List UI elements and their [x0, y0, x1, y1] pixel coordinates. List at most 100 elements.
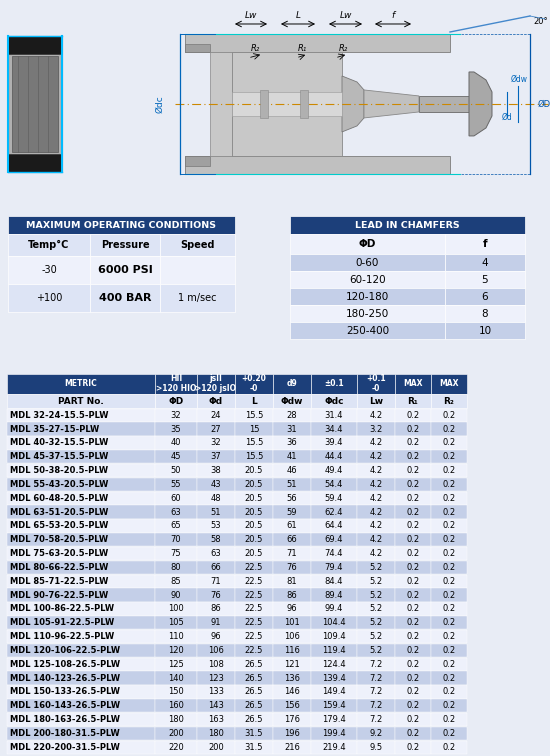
FancyBboxPatch shape — [7, 374, 155, 394]
Bar — [300, 90, 308, 118]
Text: 49.4: 49.4 — [325, 466, 343, 475]
FancyBboxPatch shape — [395, 506, 431, 519]
Text: 163: 163 — [208, 715, 224, 724]
FancyBboxPatch shape — [395, 409, 431, 422]
FancyBboxPatch shape — [358, 588, 395, 602]
Text: 7.2: 7.2 — [370, 674, 383, 683]
FancyBboxPatch shape — [155, 519, 197, 532]
FancyBboxPatch shape — [446, 305, 525, 322]
FancyBboxPatch shape — [395, 533, 431, 547]
Text: 91: 91 — [211, 618, 221, 627]
FancyBboxPatch shape — [197, 575, 235, 588]
Text: MDL 90-76-22.5-PLW: MDL 90-76-22.5-PLW — [10, 590, 108, 600]
Text: 0.2: 0.2 — [442, 715, 455, 724]
Text: 20°: 20° — [533, 17, 548, 26]
FancyBboxPatch shape — [431, 658, 467, 671]
FancyBboxPatch shape — [7, 685, 155, 699]
Text: 4.2: 4.2 — [370, 480, 383, 489]
FancyBboxPatch shape — [431, 506, 467, 519]
Text: 4.2: 4.2 — [370, 549, 383, 558]
FancyBboxPatch shape — [273, 575, 311, 588]
Text: 4.2: 4.2 — [370, 466, 383, 475]
FancyBboxPatch shape — [431, 616, 467, 630]
Text: 24: 24 — [211, 411, 221, 420]
Text: 180-250: 180-250 — [346, 308, 389, 319]
Text: 159.4: 159.4 — [322, 702, 346, 711]
Text: 4.2: 4.2 — [370, 494, 383, 503]
FancyBboxPatch shape — [311, 409, 357, 422]
FancyBboxPatch shape — [197, 671, 235, 685]
Text: 5.2: 5.2 — [370, 632, 383, 641]
Text: 53: 53 — [211, 522, 221, 531]
Text: 0.2: 0.2 — [442, 742, 455, 751]
FancyBboxPatch shape — [273, 547, 311, 560]
FancyBboxPatch shape — [235, 450, 273, 463]
FancyBboxPatch shape — [311, 616, 357, 630]
FancyBboxPatch shape — [235, 464, 273, 477]
FancyBboxPatch shape — [197, 603, 235, 615]
FancyBboxPatch shape — [235, 409, 273, 422]
Text: 120: 120 — [168, 646, 184, 655]
FancyBboxPatch shape — [431, 685, 467, 699]
Text: R₂: R₂ — [338, 44, 348, 53]
FancyBboxPatch shape — [358, 519, 395, 532]
Text: 54.4: 54.4 — [325, 480, 343, 489]
Text: 179.4: 179.4 — [322, 715, 346, 724]
FancyBboxPatch shape — [311, 671, 357, 685]
Text: 216: 216 — [284, 742, 300, 751]
Text: 0.2: 0.2 — [442, 452, 455, 461]
FancyBboxPatch shape — [273, 658, 311, 671]
Text: MDL 150-133-26.5-PLW: MDL 150-133-26.5-PLW — [10, 687, 120, 696]
Polygon shape — [364, 90, 419, 118]
FancyBboxPatch shape — [273, 727, 311, 740]
FancyBboxPatch shape — [235, 533, 273, 547]
FancyBboxPatch shape — [290, 271, 445, 288]
FancyBboxPatch shape — [431, 644, 467, 657]
FancyBboxPatch shape — [311, 374, 357, 394]
Text: 125: 125 — [168, 660, 184, 669]
Text: 6000 PSI: 6000 PSI — [98, 265, 152, 275]
Bar — [185, 34, 450, 52]
Text: ±0.1: ±0.1 — [324, 380, 344, 389]
FancyBboxPatch shape — [160, 284, 235, 312]
Text: 0.2: 0.2 — [406, 535, 420, 544]
Bar — [232, 52, 342, 156]
FancyBboxPatch shape — [155, 491, 197, 505]
Text: 1 m/sec: 1 m/sec — [178, 293, 217, 303]
FancyBboxPatch shape — [8, 284, 90, 312]
FancyBboxPatch shape — [7, 436, 155, 450]
FancyBboxPatch shape — [155, 506, 197, 519]
FancyBboxPatch shape — [290, 255, 445, 271]
Text: 63: 63 — [170, 507, 182, 516]
Text: 38: 38 — [211, 466, 221, 475]
Text: 123: 123 — [208, 674, 224, 683]
FancyBboxPatch shape — [155, 478, 197, 491]
Text: 180: 180 — [208, 729, 224, 738]
FancyBboxPatch shape — [155, 374, 197, 394]
FancyBboxPatch shape — [273, 630, 311, 643]
FancyBboxPatch shape — [160, 256, 235, 284]
FancyBboxPatch shape — [197, 699, 235, 712]
FancyBboxPatch shape — [311, 394, 357, 408]
FancyBboxPatch shape — [197, 394, 235, 408]
FancyBboxPatch shape — [155, 575, 197, 588]
Text: 39.4: 39.4 — [324, 438, 343, 448]
FancyBboxPatch shape — [235, 685, 273, 699]
FancyBboxPatch shape — [273, 506, 311, 519]
FancyBboxPatch shape — [431, 436, 467, 450]
Text: 4.2: 4.2 — [370, 507, 383, 516]
Text: 0.2: 0.2 — [442, 577, 455, 586]
Text: 56: 56 — [287, 494, 298, 503]
FancyBboxPatch shape — [155, 644, 197, 657]
Text: 4.2: 4.2 — [370, 452, 383, 461]
Text: 101: 101 — [284, 618, 300, 627]
FancyBboxPatch shape — [358, 423, 395, 435]
Text: 89.4: 89.4 — [324, 590, 343, 600]
Text: 0.2: 0.2 — [406, 563, 420, 572]
FancyBboxPatch shape — [311, 423, 357, 435]
Text: Φdw: Φdw — [280, 397, 303, 405]
FancyBboxPatch shape — [155, 671, 197, 685]
Text: MDL 65-53-20.5-PLW: MDL 65-53-20.5-PLW — [10, 522, 108, 531]
Polygon shape — [185, 44, 210, 52]
Text: PART No.: PART No. — [58, 397, 104, 405]
